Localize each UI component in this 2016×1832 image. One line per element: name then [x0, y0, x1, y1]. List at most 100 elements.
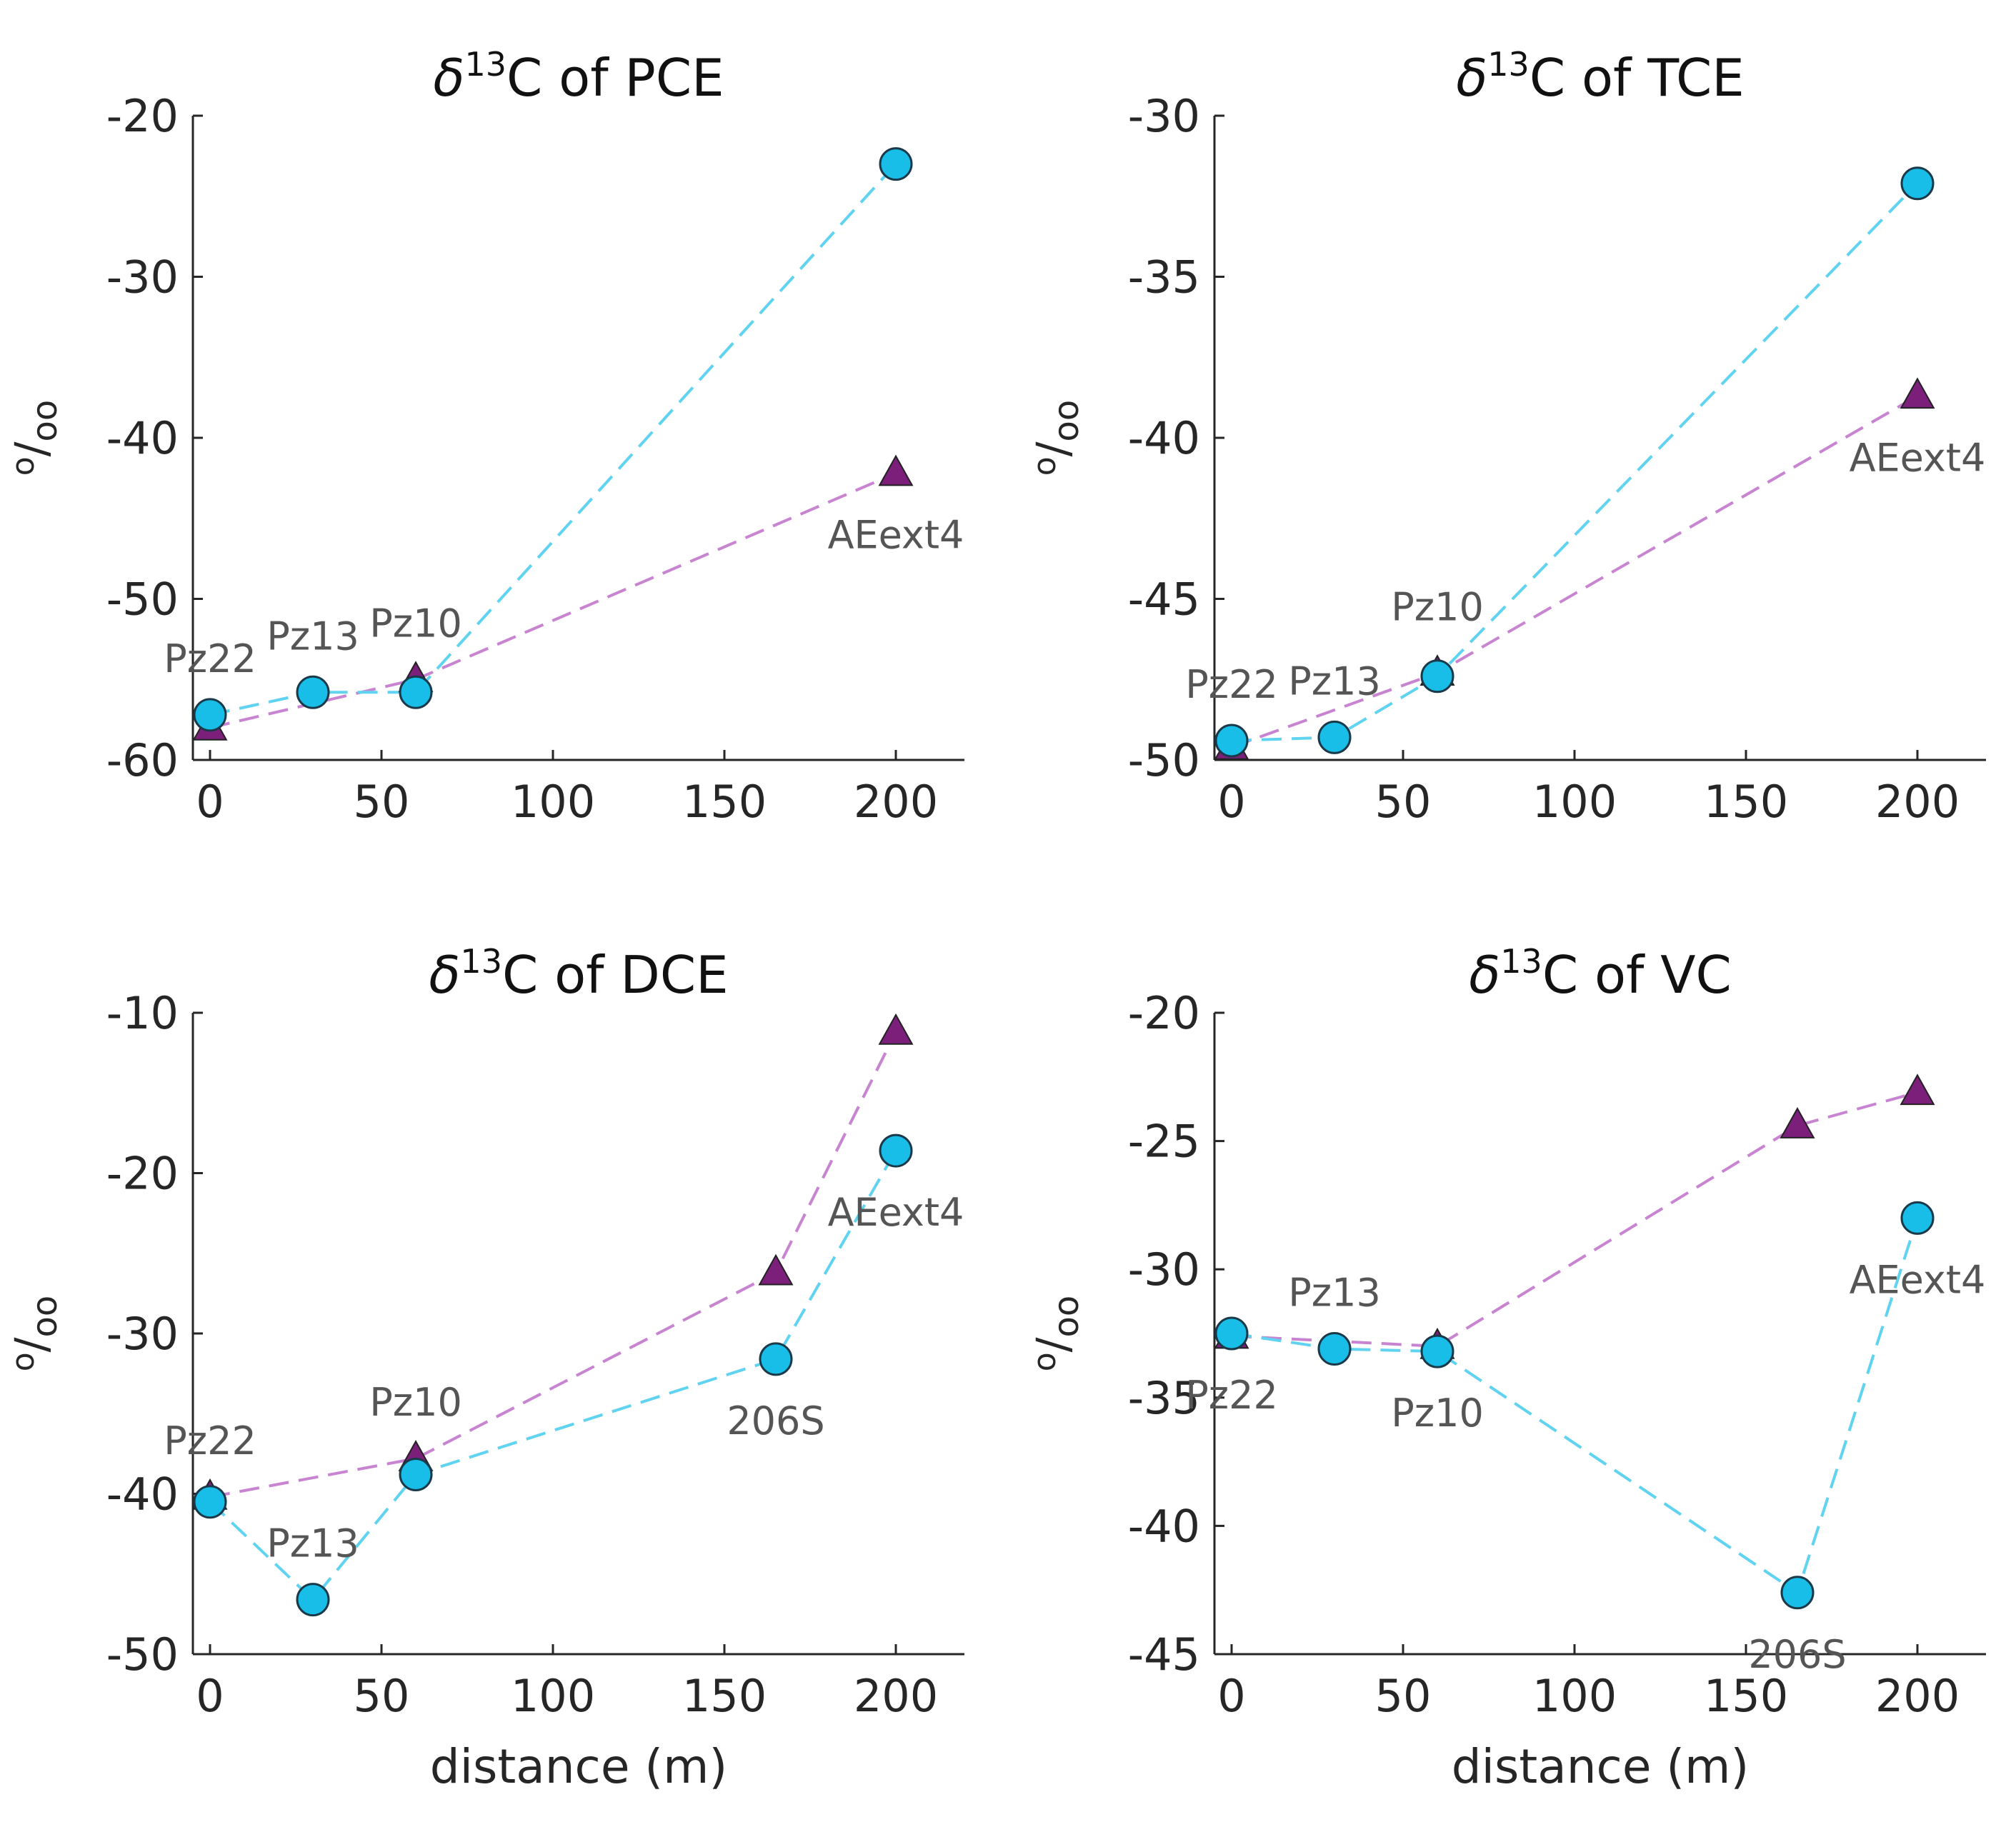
data-point-circle	[399, 1458, 433, 1492]
title-delta: δ	[429, 945, 460, 1005]
x-tick-label: 50	[354, 1670, 410, 1722]
data-point-circle	[1317, 1332, 1352, 1366]
point-label: Pz13	[1288, 1271, 1381, 1316]
x-tick-label: 100	[511, 1670, 595, 1722]
point-label: Pz10	[369, 601, 462, 646]
data-point-circle	[1214, 724, 1249, 758]
chart-panel-2: δ13C of TCE -50 -45 -40 -35 -30 0 50 100 150 200 o/…	[1027, 45, 1986, 828]
y-tick-label: -45	[1128, 1628, 1200, 1681]
data-point-triangle	[1900, 377, 1935, 409]
chart-title: δ13C of VC	[1469, 942, 1732, 1005]
title-text: C of VC	[1542, 945, 1732, 1005]
chart-panel-1: δ13C of PCE -60 -50 -40 -30 -20 0 50 100 150 200 o/…	[5, 45, 964, 828]
point-label: Pz22	[1185, 1373, 1278, 1418]
point-label: Pz13	[266, 1521, 359, 1566]
y-tick-label: -35	[1128, 1372, 1200, 1424]
y-tick-label: -50	[106, 1628, 179, 1681]
x-tick-label: 200	[1875, 776, 1960, 828]
point-label: AEext4	[1850, 435, 1986, 480]
point-label: Pz13	[266, 614, 359, 659]
data-point-triangle	[878, 1013, 914, 1045]
x-tick-label: 200	[1875, 1670, 1960, 1722]
y-tick-label: -30	[1128, 90, 1200, 142]
y-tick-label: -40	[106, 1468, 179, 1521]
y-label-slash: /	[5, 441, 57, 456]
y-label-slash: /	[1027, 441, 1079, 456]
y-tick-label: -35	[1128, 251, 1200, 304]
y-tick-label: -50	[106, 574, 179, 626]
y-axis-label: o/oo	[5, 1296, 65, 1372]
y-axis-label: o/oo	[5, 400, 65, 476]
series-line-circle	[209, 163, 897, 716]
y-tick-label: -40	[1128, 1500, 1200, 1552]
x-tick-label: 0	[196, 1670, 224, 1722]
data-point-circle	[296, 1583, 330, 1617]
x-axis-label: distance (m)	[430, 1739, 727, 1794]
point-label: Pz22	[164, 636, 256, 681]
y-tick-label: -25	[1128, 1116, 1200, 1168]
data-point-triangle	[1780, 1106, 1815, 1138]
y-axis-label: o/oo	[1027, 400, 1087, 476]
y-tick-label: -50	[1128, 734, 1200, 786]
x-tick-label: 100	[511, 776, 595, 828]
data-point-circle	[759, 1342, 793, 1376]
data-point-circle	[399, 675, 433, 709]
x-tick-label: 150	[1704, 1670, 1788, 1722]
point-label: 206S	[1748, 1632, 1846, 1677]
data-point-circle	[1780, 1576, 1815, 1610]
title-text: C of PCE	[507, 48, 724, 108]
series-line-circle	[1231, 182, 1919, 742]
y-tick-label: -45	[1128, 574, 1200, 626]
title-delta: δ	[433, 48, 464, 108]
title-superscript: 13	[1487, 45, 1530, 84]
data-point-circle	[879, 147, 913, 181]
point-label: Pz13	[1288, 659, 1381, 704]
x-tick-label: 50	[354, 776, 410, 828]
chart-panel-3: δ13C of DCE -50 -40 -30 -20 -10 0 50 100 150 200 o/…	[5, 942, 964, 1794]
point-label: AEext4	[828, 1190, 964, 1235]
point-label: Pz10	[1391, 585, 1484, 630]
y-tick-label: -30	[106, 251, 179, 304]
title-superscript: 13	[1500, 942, 1542, 981]
point-label: AEext4	[1850, 1257, 1986, 1302]
data-point-circle	[193, 698, 227, 732]
chart-title: δ13C of TCE	[1456, 45, 1745, 108]
data-point-circle	[1900, 1201, 1935, 1235]
x-tick-label: 150	[682, 776, 767, 828]
y-tick-label: -60	[106, 734, 179, 786]
series-line-circle	[1231, 1217, 1919, 1595]
data-point-circle	[1214, 1316, 1249, 1351]
x-tick-label: 0	[1217, 776, 1245, 828]
y-label-slash: /	[1027, 1337, 1079, 1352]
y-tick-label: -10	[106, 987, 179, 1039]
y-tick-label: -20	[106, 1148, 179, 1200]
x-tick-label: 100	[1532, 1670, 1617, 1722]
point-label: 206S	[727, 1398, 824, 1443]
y-label-degree: o	[5, 1352, 41, 1371]
x-tick-label: 0	[1217, 1670, 1245, 1722]
title-delta: δ	[1456, 48, 1487, 108]
x-tick-label: 50	[1375, 1670, 1432, 1722]
x-tick-label: 200	[854, 1670, 938, 1722]
series-line-triangle	[209, 1031, 897, 1498]
data-point-triangle	[878, 454, 914, 486]
x-tick-label: 0	[196, 776, 224, 828]
y-tick-label: -30	[106, 1308, 179, 1360]
data-point-circle	[1420, 1334, 1454, 1368]
y-tick-label: -30	[1128, 1243, 1200, 1296]
title-superscript: 13	[464, 45, 507, 84]
x-axis-label: distance (m)	[1452, 1739, 1749, 1794]
data-point-circle	[296, 675, 330, 709]
y-axis-label: o/oo	[1027, 1296, 1087, 1372]
y-label-sub: oo	[25, 1296, 65, 1338]
point-label: AEext4	[828, 513, 964, 558]
data-point-circle	[1900, 166, 1935, 201]
y-tick-label: -20	[1128, 987, 1200, 1039]
x-tick-label: 150	[682, 1670, 767, 1722]
point-label: Pz22	[1185, 662, 1278, 707]
y-label-slash: /	[5, 1337, 57, 1352]
y-tick-label: -40	[1128, 412, 1200, 464]
data-point-triangle	[1900, 1073, 1935, 1106]
y-tick-label: -20	[106, 90, 179, 142]
x-tick-label: 50	[1375, 776, 1432, 828]
